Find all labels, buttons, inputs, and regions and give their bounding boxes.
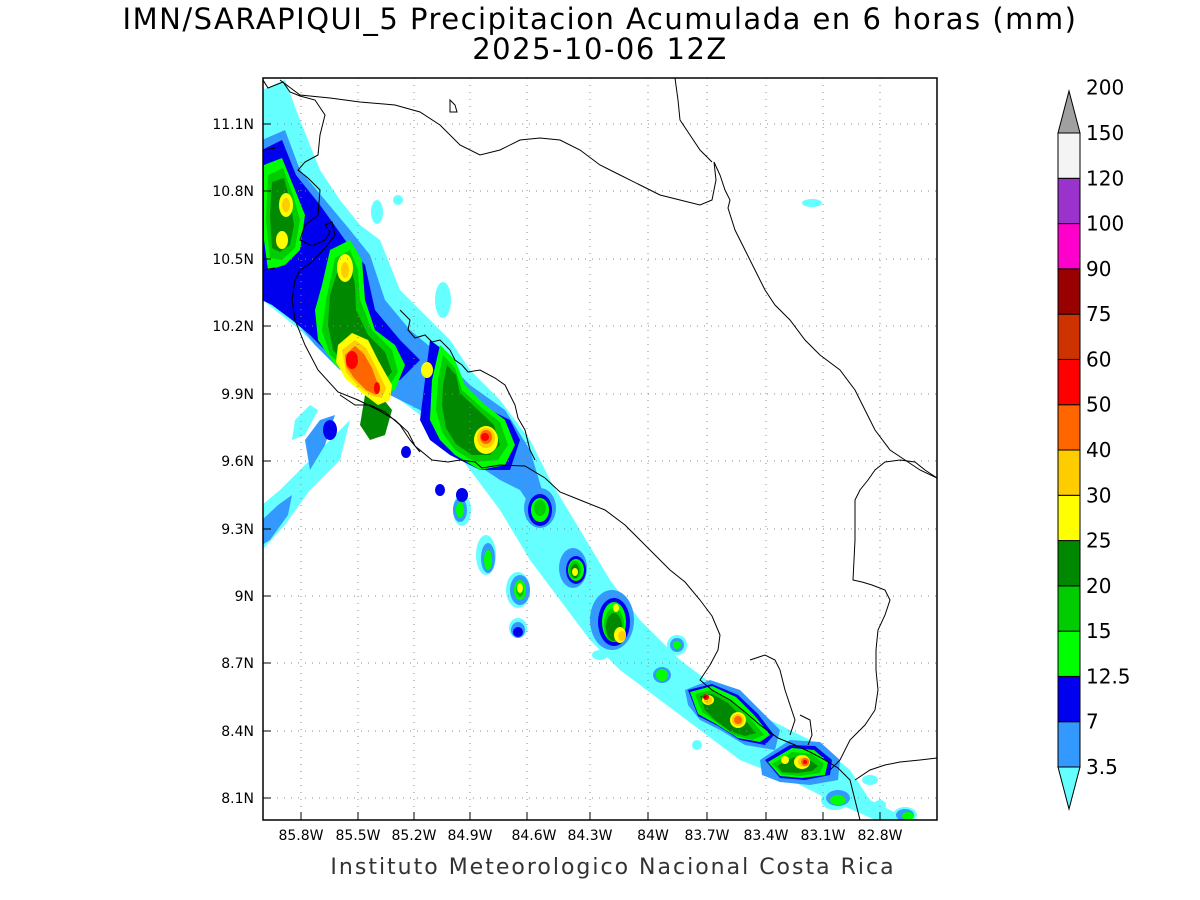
colorbar-label: 7 — [1086, 710, 1099, 734]
map-date: 2025-10-06 12Z — [472, 32, 728, 66]
colorbar-label: 12.5 — [1086, 664, 1131, 688]
colorbar-label: 100 — [1086, 212, 1124, 236]
colorbar-label: 50 — [1086, 393, 1111, 417]
colorbar-label: 3.5 — [1086, 755, 1118, 779]
colorbar-segment — [1057, 268, 1081, 315]
colorbar-segment — [1057, 494, 1081, 542]
lat-label: 8.4N — [221, 724, 254, 740]
lon-label: 82.8W — [857, 828, 902, 844]
colorbar-segment — [1057, 630, 1081, 677]
colorbar-segment — [1057, 721, 1081, 768]
lon-label: 85.2W — [391, 828, 436, 844]
colorbar-label: 30 — [1086, 483, 1111, 507]
lon-label: 84W — [637, 828, 669, 844]
lat-label: 8.1N — [221, 791, 254, 807]
colorbar-segment — [1057, 540, 1081, 587]
latitude-labels: 11.1N 10.8N 10.5N 10.2N 9.9N 9.6N 9.3N 9… — [212, 117, 254, 807]
colorbar-label: 15 — [1086, 619, 1111, 643]
precipitation-field — [263, 80, 920, 820]
lat-label: 9N — [235, 589, 254, 605]
grid-lines — [263, 78, 937, 820]
lon-label: 85.8W — [278, 828, 323, 844]
colorbar-segment — [1057, 766, 1081, 811]
colorbar-label: 20 — [1086, 574, 1111, 598]
colorbar-segment — [1057, 358, 1081, 406]
lat-label: 9.9N — [221, 387, 254, 403]
tick-marks — [263, 123, 881, 820]
colorbar-segment — [1057, 449, 1081, 496]
lat-label: 10.2N — [212, 319, 254, 335]
lat-label: 8.7N — [221, 656, 254, 672]
lat-label: 10.8N — [212, 184, 254, 200]
colorbar-segment — [1057, 404, 1081, 451]
colorbar-label: 25 — [1086, 529, 1111, 553]
lon-label: 83.1W — [800, 828, 845, 844]
lat-label: 9.3N — [221, 522, 254, 538]
colorbar-label: 40 — [1086, 438, 1111, 462]
lon-label: 83.7W — [684, 828, 729, 844]
colorbar-segment — [1057, 585, 1081, 632]
colorbar-segment — [1057, 132, 1081, 179]
lon-label: 85.5W — [335, 828, 380, 844]
lon-label: 84.3W — [567, 828, 612, 844]
colorbar-segment — [1057, 675, 1081, 723]
coastlines — [263, 78, 937, 820]
colorbar-segment — [1057, 313, 1081, 360]
colorbar-segment — [1057, 177, 1081, 225]
lat-label: 9.6N — [221, 454, 254, 470]
lat-label: 11.1N — [212, 117, 254, 133]
map-title: IMN/SARAPIQUI_5 Precipitacion Acumulada … — [122, 2, 1078, 36]
colorbar-label: 60 — [1086, 347, 1111, 371]
lat-label: 10.5N — [212, 252, 254, 268]
colorbar-label: 120 — [1086, 166, 1124, 190]
lon-label: 84.9W — [447, 828, 492, 844]
longitude-labels: 85.8W 85.5W 85.2W 84.9W 84.6W 84.3W 84W … — [278, 828, 902, 844]
map-frame — [262, 77, 938, 821]
footer-credit: Instituto Meteorologico Nacional Costa R… — [330, 855, 896, 880]
colorbar-label: 200 — [1086, 76, 1124, 100]
colorbar: 3.5 7 12.5 15 20 25 30 40 50 60 75 90 100 120 150 200 — [1057, 76, 1131, 811]
colorbar-segment — [1057, 89, 1081, 134]
lon-label: 83.4W — [743, 828, 788, 844]
colorbar-label: 90 — [1086, 257, 1111, 281]
colorbar-segment — [1057, 223, 1081, 270]
lon-label: 84.6W — [511, 828, 556, 844]
colorbar-label: 75 — [1086, 302, 1111, 326]
colorbar-label: 150 — [1086, 121, 1124, 145]
